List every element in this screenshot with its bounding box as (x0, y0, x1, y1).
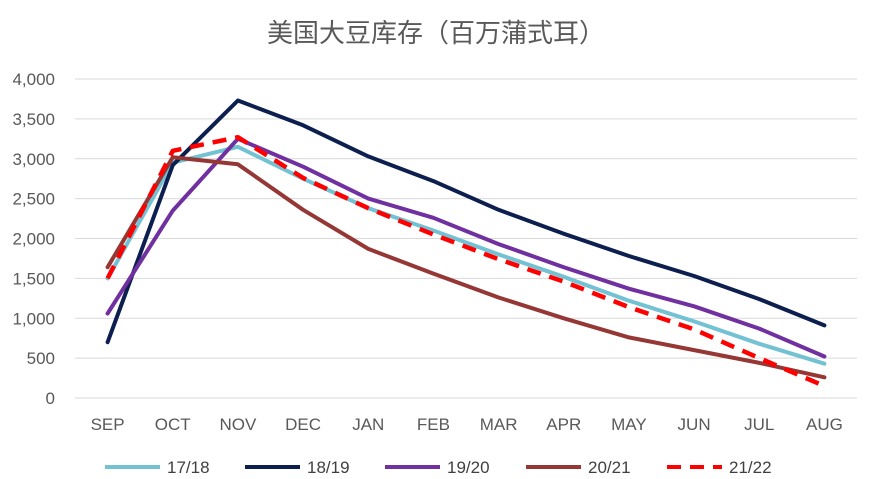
x-tick-label: JAN (352, 415, 384, 434)
x-tick-label: NOV (219, 415, 257, 434)
x-tick-label: JUN (678, 415, 711, 434)
series-line-18-19 (105, 98, 827, 345)
x-tick-label: OCT (155, 415, 191, 434)
legend-label: 19/20 (447, 458, 490, 477)
legend-label: 21/22 (729, 458, 772, 477)
x-tick-label: MAR (480, 415, 518, 434)
series-line-17-18 (105, 144, 827, 366)
y-tick-label: 1,000 (12, 309, 55, 328)
legend: 17/18 18/19 19/20 20/21 21/22 (105, 458, 772, 477)
y-tick-label: 2,000 (12, 230, 55, 249)
x-tick-label: MAY (611, 415, 647, 434)
x-tick-label: SEP (91, 415, 125, 434)
y-tick-label: 0 (46, 389, 55, 408)
gridlines (75, 78, 857, 399)
x-tick-label: DEC (285, 415, 321, 434)
legend-label: 20/21 (588, 458, 631, 477)
series-lines (105, 98, 827, 389)
x-tick-label: JUL (744, 415, 774, 434)
y-tick-label: 4,000 (12, 70, 55, 89)
y-axis-ticks: 0 500 1,000 1,500 2,000 2,500 3,000 3,500 4,000 (12, 70, 55, 408)
legend-entry-18-19: 18/19 (245, 458, 350, 477)
y-tick-label: 3,000 (12, 150, 55, 169)
x-tick-label: APR (546, 415, 581, 434)
legend-label: 18/19 (307, 458, 350, 477)
chart-title: 美国大豆库存（百万蒲式耳） (267, 19, 605, 49)
legend-entry-21-22: 21/22 (667, 458, 772, 477)
y-tick-label: 3,500 (12, 110, 55, 129)
y-tick-label: 2,500 (12, 190, 55, 209)
legend-entry-20-21: 20/21 (526, 458, 631, 477)
legend-entry-17-18: 17/18 (105, 458, 210, 477)
x-tick-label: AUG (806, 415, 843, 434)
y-tick-label: 1,500 (12, 269, 55, 288)
x-tick-label: FEB (417, 415, 450, 434)
series-line-20-21 (105, 155, 827, 380)
y-tick-label: 500 (27, 349, 55, 368)
x-axis-ticks: SEP OCT NOV DEC JAN FEB MAR APR MAY JUN JUL AUG (91, 415, 843, 434)
series-line-21-22 (105, 134, 826, 389)
series-line-19-20 (105, 136, 827, 359)
legend-label: 17/18 (167, 458, 210, 477)
legend-entry-19-20: 19/20 (385, 458, 490, 477)
